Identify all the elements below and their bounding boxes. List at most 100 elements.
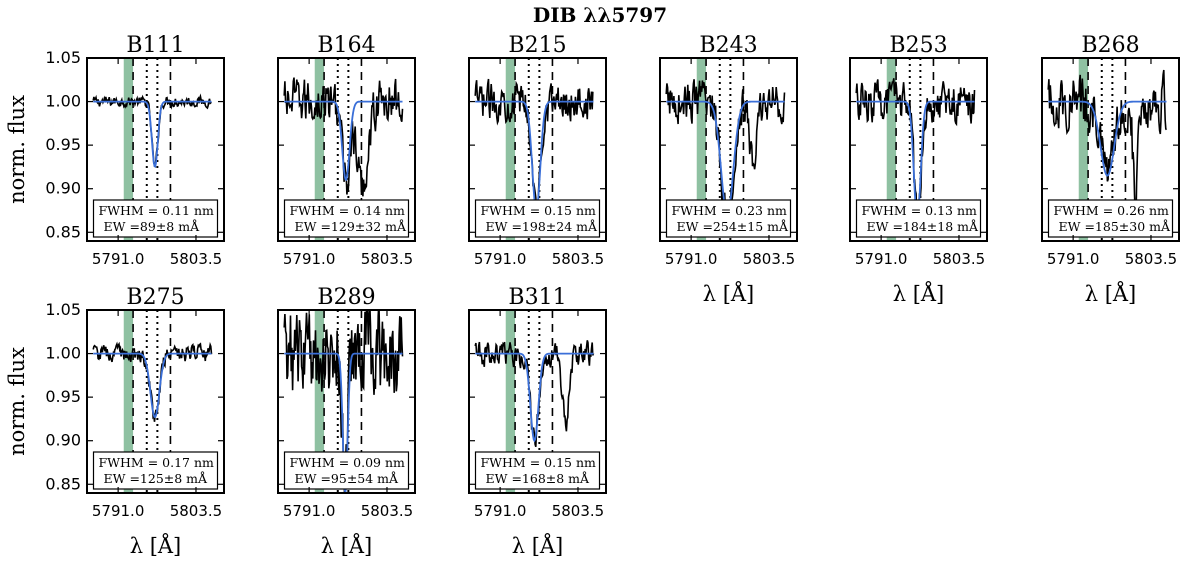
y-tick-label: 1.00 [45, 344, 81, 363]
x-tick-label: 5803.5 [743, 250, 796, 268]
dib-band [123, 310, 134, 493]
x-tick-label: 5791.0 [474, 250, 527, 268]
dib-band [505, 58, 516, 241]
x-tick-label: 5791.0 [283, 502, 336, 520]
panel-title: B111 [126, 33, 184, 58]
info-box [283, 451, 410, 490]
gaussian-fit [93, 100, 212, 168]
x-axis-label: λ [Å] [512, 533, 564, 558]
plot-area [92, 58, 212, 241]
y-axis-label: norm. flux [5, 347, 29, 456]
info-box [92, 451, 219, 490]
axes-frame [468, 309, 607, 494]
info-box [92, 199, 219, 238]
x-tick-label: 5791.0 [92, 250, 145, 268]
axes-frame [277, 57, 416, 242]
x-tick-label: 5803.5 [933, 250, 986, 268]
gaussian-fit [93, 352, 212, 418]
dib-band [314, 310, 325, 493]
ew-label: EW =254±15 mÅ [677, 219, 789, 234]
x-tick-label: 5791.0 [855, 250, 908, 268]
fwhm-label: FWHM = 0.17 nm [99, 455, 214, 470]
gaussian-fit [284, 100, 403, 182]
y-tick-label: 1.05 [45, 300, 81, 319]
info-box [283, 199, 410, 238]
x-axis-label: λ [Å] [703, 281, 755, 306]
axes-frame [659, 57, 798, 242]
observed-spectrum [283, 77, 404, 197]
panel-title: B253 [889, 33, 947, 58]
x-tick-label: 5803.5 [170, 502, 223, 520]
info-box [665, 199, 792, 238]
panel-title: B164 [317, 33, 375, 58]
y-tick-label: 1.05 [45, 48, 81, 67]
y-tick-label: 1.00 [45, 92, 81, 111]
fwhm-label: FWHM = 0.23 nm [672, 203, 787, 218]
gaussian-fit [475, 352, 594, 443]
gaussian-fit [1048, 100, 1167, 177]
x-tick-label: 5803.5 [361, 502, 414, 520]
fwhm-label: FWHM = 0.09 nm [290, 455, 405, 470]
fwhm-label: FWHM = 0.15 nm [481, 203, 596, 218]
fwhm-label: FWHM = 0.26 nm [1054, 203, 1169, 218]
info-box [1047, 199, 1174, 238]
x-tick-label: 5791.0 [665, 250, 718, 268]
plot-area [92, 310, 213, 493]
fwhm-label: FWHM = 0.14 nm [290, 203, 405, 218]
y-tick-label: 0.95 [45, 135, 81, 154]
info-box [474, 199, 601, 238]
observed-spectrum [474, 340, 595, 448]
y-tick-label: 0.85 [45, 222, 81, 241]
x-tick-label: 5791.0 [474, 502, 527, 520]
ew-label: EW =168±8 mÅ [486, 471, 591, 486]
ew-label: EW =185±30 mÅ [1059, 219, 1171, 234]
ew-label: EW =184±18 mÅ [867, 219, 979, 234]
axes-frame [86, 309, 225, 494]
y-tick-label: 0.90 [45, 179, 81, 198]
dib-band [1078, 58, 1089, 241]
figure-title: DIB λλ5797 [533, 3, 667, 27]
axes-frame [86, 57, 225, 242]
y-tick-label: 0.85 [45, 474, 81, 493]
x-tick-label: 5803.5 [361, 250, 414, 268]
gaussian-fit [475, 100, 594, 212]
plot-area [474, 58, 594, 241]
x-axis-label: λ [Å] [1085, 281, 1137, 306]
x-tick-label: 5803.5 [1125, 250, 1178, 268]
x-tick-label: 5803.5 [552, 502, 605, 520]
axes-frame [277, 309, 416, 494]
plot-area [474, 310, 595, 493]
panel-title: B311 [508, 285, 566, 310]
fwhm-label: FWHM = 0.11 nm [99, 203, 214, 218]
plot-area [283, 58, 404, 241]
x-axis-label: λ [Å] [321, 533, 373, 558]
fwhm-label: FWHM = 0.13 nm [862, 203, 977, 218]
y-axis-label: norm. flux [5, 95, 29, 204]
info-box [855, 199, 982, 238]
y-tick-label: 0.95 [45, 387, 81, 406]
y-tick-label: 0.90 [45, 431, 81, 450]
x-tick-label: 5791.0 [283, 250, 336, 268]
x-axis-label: λ [Å] [893, 281, 945, 306]
plot-area [1047, 58, 1168, 241]
x-tick-label: 5803.5 [552, 250, 605, 268]
dib-band [505, 310, 516, 493]
dib-band [886, 58, 897, 241]
axes-frame [468, 57, 607, 242]
info-box [474, 451, 601, 490]
fwhm-label: FWHM = 0.15 nm [481, 455, 596, 470]
axes-frame [1041, 57, 1180, 242]
dib-band [314, 58, 325, 241]
ew-label: EW =125±8 mÅ [104, 471, 209, 486]
panel-title: B268 [1081, 33, 1139, 58]
